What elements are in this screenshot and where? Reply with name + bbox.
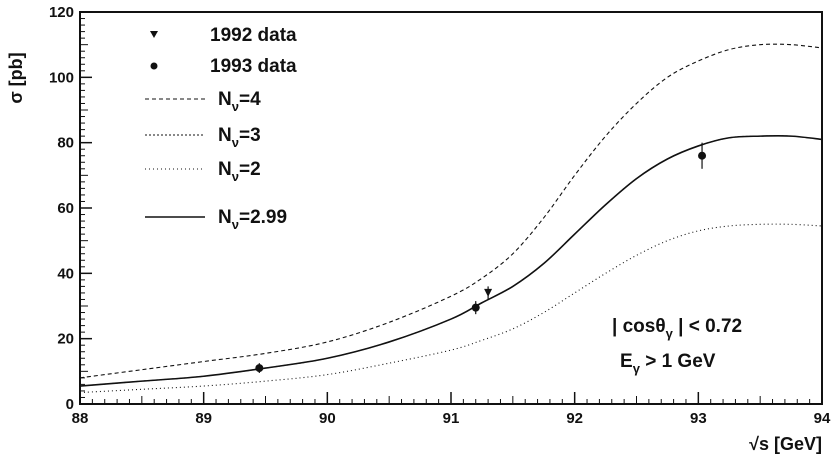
x-tick-label: 88 <box>72 410 89 427</box>
data-point-1993 <box>255 364 264 373</box>
data-point-1993 <box>471 303 480 312</box>
legend-label: Nν=2 <box>218 159 261 184</box>
data-point-1993 <box>698 151 707 160</box>
x-tick-label: 93 <box>690 410 707 427</box>
curve-solid <box>79 135 823 387</box>
x-tick-label: 91 <box>443 410 460 427</box>
cut-annotation: | cosθγ | < 0.72 <box>612 316 742 341</box>
x-tick-label: 89 <box>195 410 212 427</box>
x-axis-label: √s [GeV] <box>749 434 822 454</box>
x-tick-label: 90 <box>319 410 336 427</box>
legend-marker-1992 <box>150 31 158 38</box>
y-tick-label: 80 <box>57 135 74 152</box>
x-tick-label: 92 <box>566 410 583 427</box>
legend-label: Nν=4 <box>218 89 261 114</box>
y-tick-label: 20 <box>57 331 74 348</box>
legend-label: 1993 data <box>210 56 297 77</box>
y-tick-label: 120 <box>49 4 74 21</box>
x-tick-label: 94 <box>814 410 831 427</box>
y-tick-label: 100 <box>49 69 74 86</box>
data-point-1992 <box>484 288 493 297</box>
legend-label: Nν=2.99 <box>218 207 287 232</box>
legend-label: Nν=3 <box>218 125 261 150</box>
cut-annotation: Eγ > 1 GeV <box>620 351 716 376</box>
curve-fine-dashed <box>79 135 823 387</box>
y-tick-label: 40 <box>57 265 74 282</box>
plot-frame <box>79 11 823 405</box>
curve-dashed <box>79 43 823 379</box>
y-axis-label: σ [pb] <box>6 52 26 103</box>
y-tick-label: 0 <box>66 396 74 413</box>
legend-label: 1992 data <box>210 25 297 46</box>
y-tick-label: 60 <box>57 200 74 217</box>
legend-marker-1993 <box>150 62 158 70</box>
